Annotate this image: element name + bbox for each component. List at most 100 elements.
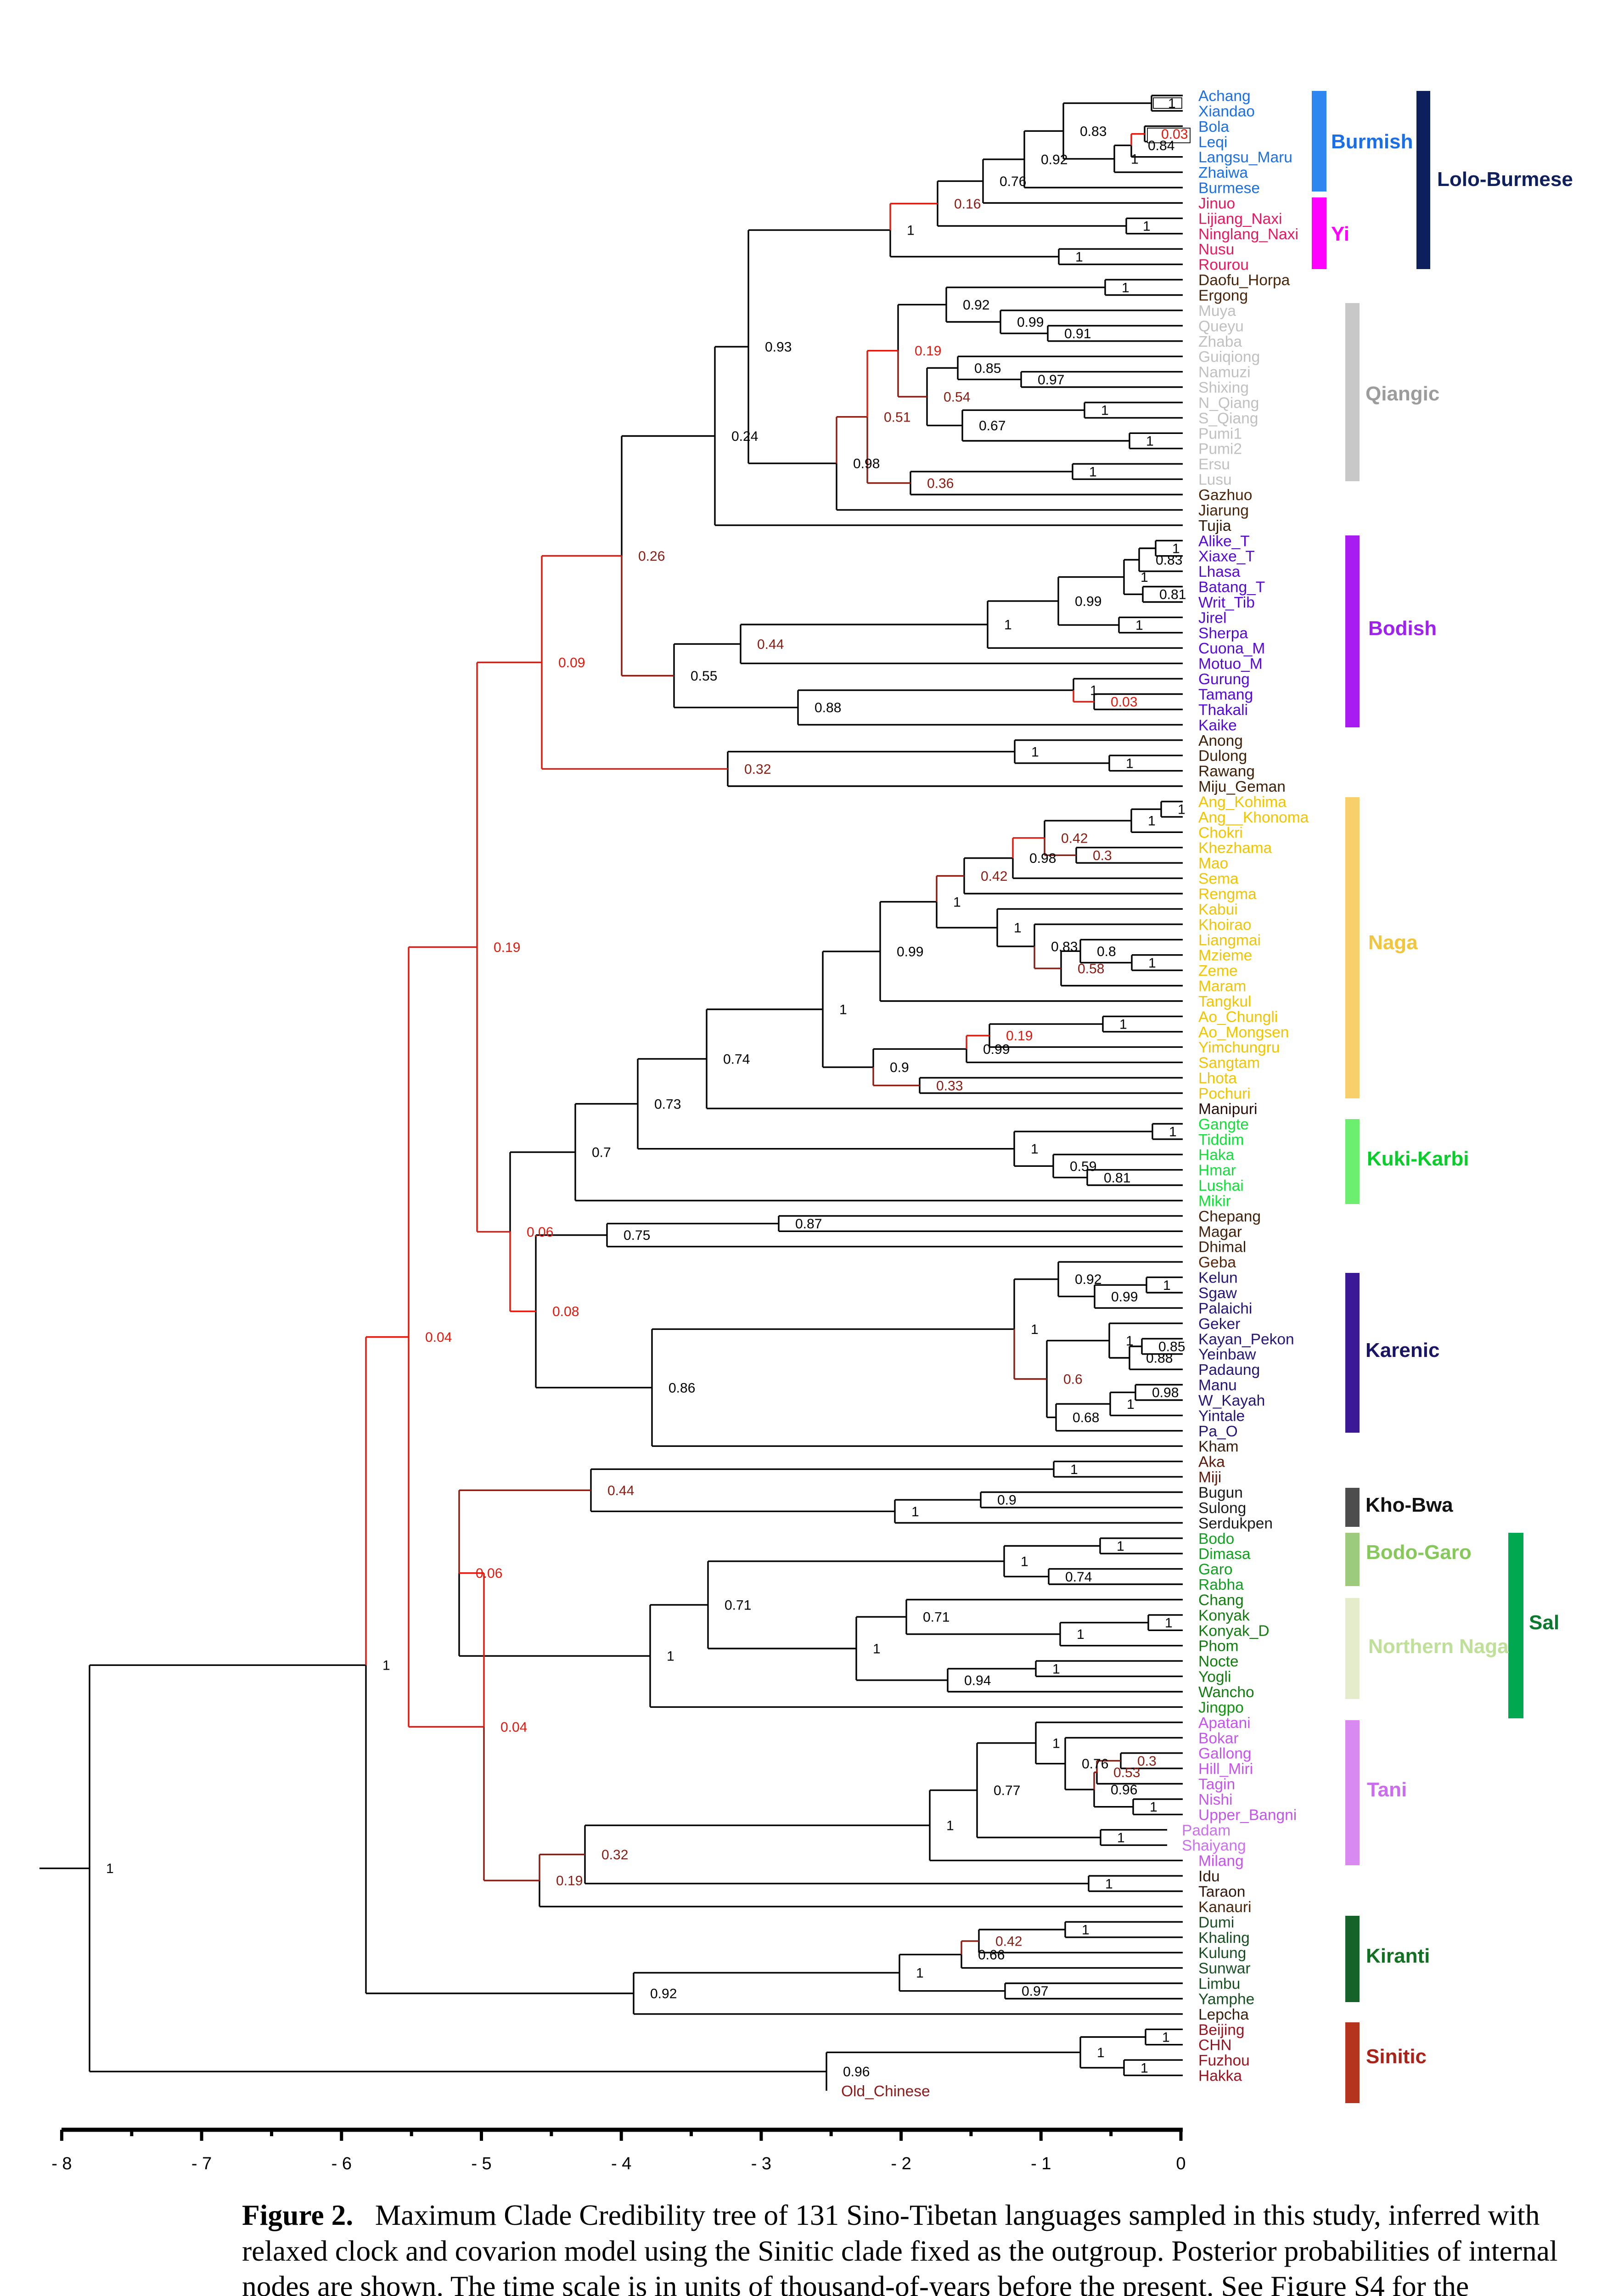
svg-text:0.32: 0.32 (601, 1847, 628, 1863)
svg-text:1: 1 (1169, 1125, 1177, 1140)
svg-text:0.97: 0.97 (1022, 1984, 1048, 1999)
svg-text:1: 1 (1089, 464, 1097, 479)
svg-text:1: 1 (1031, 744, 1039, 760)
svg-text:- 8: - 8 (51, 2154, 72, 2173)
svg-text:1: 1 (1052, 1736, 1060, 1751)
svg-text:1: 1 (1105, 1876, 1113, 1891)
svg-text:0.67: 0.67 (979, 418, 1006, 433)
svg-text:Phom: Phom (1198, 1638, 1239, 1655)
svg-text:1: 1 (1070, 1462, 1078, 1477)
svg-text:Dulong: Dulong (1198, 748, 1247, 765)
svg-text:0.19: 0.19 (494, 940, 520, 955)
svg-text:Yogli: Yogli (1198, 1669, 1231, 1686)
svg-text:Zhaiwa: Zhaiwa (1198, 164, 1248, 181)
svg-text:0.58: 0.58 (1078, 961, 1104, 976)
svg-text:Geker: Geker (1198, 1316, 1240, 1333)
svg-text:0.77: 0.77 (994, 1783, 1020, 1798)
svg-text:- 3: - 3 (751, 2154, 771, 2173)
svg-text:0.68: 0.68 (1073, 1410, 1099, 1425)
svg-text:Wancho: Wancho (1198, 1684, 1254, 1701)
svg-text:Achang: Achang (1198, 88, 1251, 105)
svg-text:CHN: CHN (1198, 2037, 1232, 2054)
svg-text:Lijiang_Naxi: Lijiang_Naxi (1198, 210, 1282, 227)
svg-text:Hmar: Hmar (1198, 1162, 1236, 1179)
svg-text:0.19: 0.19 (1006, 1029, 1033, 1044)
svg-text:0.42: 0.42 (1061, 831, 1088, 846)
svg-text:0.36: 0.36 (927, 476, 954, 491)
svg-text:0.92: 0.92 (1075, 1272, 1101, 1287)
svg-text:Pumi1: Pumi1 (1198, 425, 1242, 442)
svg-text:1: 1 (106, 1861, 114, 1876)
svg-text:Tujia: Tujia (1198, 518, 1231, 535)
svg-text:0.8: 0.8 (1097, 944, 1116, 959)
svg-text:Qiangic: Qiangic (1365, 383, 1439, 405)
svg-text:Sal: Sal (1529, 1611, 1559, 1634)
svg-text:1: 1 (916, 1966, 924, 1981)
svg-text:Bodish: Bodish (1368, 617, 1437, 640)
svg-text:0.24: 0.24 (731, 429, 758, 444)
svg-text:Sulong: Sulong (1198, 1500, 1246, 1517)
svg-text:Beijing: Beijing (1198, 2021, 1245, 2038)
svg-text:Motuo_M: Motuo_M (1198, 656, 1263, 673)
svg-text:0.98: 0.98 (853, 456, 880, 472)
svg-text:0.44: 0.44 (757, 637, 784, 652)
svg-text:Lepcha: Lepcha (1198, 2006, 1249, 2023)
svg-text:Geba: Geba (1198, 1254, 1236, 1271)
svg-text:Bodo: Bodo (1198, 1531, 1234, 1548)
svg-text:Magar: Magar (1198, 1223, 1242, 1240)
svg-text:Miji: Miji (1198, 1469, 1221, 1486)
svg-text:Dhimal: Dhimal (1198, 1239, 1246, 1256)
svg-text:0.66: 0.66 (978, 1947, 1005, 1963)
svg-text:Padam: Padam (1182, 1822, 1231, 1839)
svg-text:Naga: Naga (1368, 931, 1418, 954)
svg-text:1: 1 (1135, 618, 1143, 633)
svg-text:1: 1 (1077, 1627, 1084, 1642)
svg-text:Northern Naga: Northern Naga (1368, 1635, 1509, 1658)
svg-text:Ao_Chungli: Ao_Chungli (1198, 1008, 1278, 1025)
svg-text:0.85: 0.85 (974, 361, 1001, 376)
svg-text:Khaling: Khaling (1198, 1930, 1250, 1947)
svg-text:1: 1 (1119, 1017, 1127, 1032)
svg-text:0.92: 0.92 (650, 1986, 677, 2002)
svg-text:Ang__Khonoma: Ang__Khonoma (1198, 809, 1309, 826)
svg-text:1: 1 (1101, 403, 1109, 418)
svg-text:Guiqiong: Guiqiong (1198, 349, 1260, 366)
svg-text:Jinuo: Jinuo (1198, 195, 1235, 212)
svg-text:0.88: 0.88 (815, 700, 841, 715)
svg-text:Jirel: Jirel (1198, 609, 1226, 626)
svg-text:Yimchungru: Yimchungru (1198, 1039, 1280, 1056)
svg-text:Tani: Tani (1367, 1778, 1407, 1801)
svg-text:Gazhuo: Gazhuo (1198, 487, 1252, 504)
svg-text:Nusu: Nusu (1198, 241, 1234, 258)
svg-text:Chokri: Chokri (1198, 824, 1243, 841)
svg-text:Kaike: Kaike (1198, 717, 1237, 734)
svg-text:1: 1 (1127, 1397, 1135, 1412)
svg-text:0.74: 0.74 (1065, 1570, 1092, 1585)
svg-text:Namuzi: Namuzi (1198, 364, 1251, 381)
svg-text:1: 1 (1126, 1334, 1134, 1349)
svg-text:0.98: 0.98 (1152, 1385, 1179, 1401)
svg-text:1: 1 (1165, 1615, 1173, 1631)
svg-text:1: 1 (1021, 1554, 1028, 1569)
svg-text:1: 1 (1031, 1142, 1039, 1157)
svg-text:Langsu_Maru: Langsu_Maru (1198, 149, 1292, 166)
svg-text:1: 1 (907, 223, 915, 238)
svg-text:Miju_Geman: Miju_Geman (1198, 778, 1286, 795)
svg-text:Mikir: Mikir (1198, 1193, 1231, 1210)
svg-text:Apatani: Apatani (1198, 1715, 1251, 1732)
svg-text:0.83: 0.83 (1080, 124, 1107, 139)
svg-text:Lolo-Burmese: Lolo-Burmese (1437, 168, 1573, 191)
svg-text:Ang_Kohima: Ang_Kohima (1198, 794, 1287, 811)
svg-text:Tamang: Tamang (1198, 687, 1253, 703)
svg-text:1: 1 (911, 1504, 919, 1519)
svg-text:Gangte: Gangte (1198, 1116, 1249, 1133)
svg-text:1: 1 (839, 1002, 847, 1018)
svg-text:Gurung: Gurung (1198, 671, 1250, 688)
svg-text:0.04: 0.04 (500, 1720, 527, 1735)
svg-text:0.76: 0.76 (1082, 1756, 1108, 1772)
svg-text:Bokar: Bokar (1198, 1730, 1239, 1747)
svg-text:0.06: 0.06 (527, 1225, 553, 1240)
svg-text:Rabha: Rabha (1198, 1576, 1244, 1593)
svg-text:0.76: 0.76 (1000, 174, 1026, 189)
svg-text:0.99: 0.99 (1075, 594, 1101, 609)
